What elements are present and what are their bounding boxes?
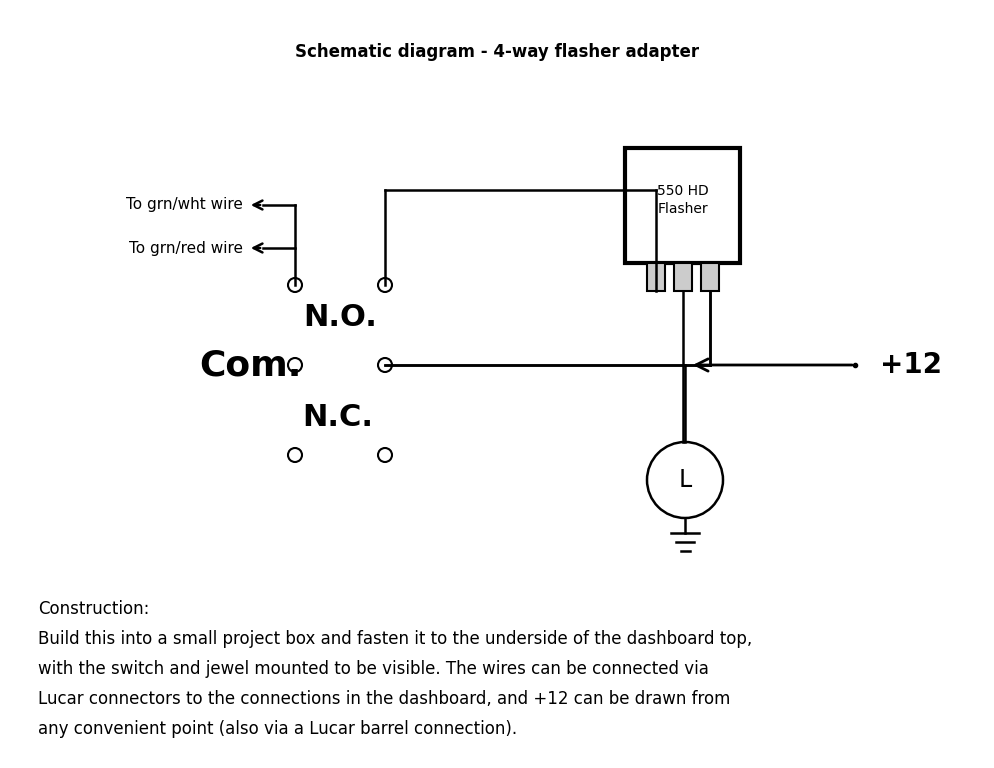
Bar — [674, 263, 692, 291]
Text: Com.: Com. — [199, 348, 301, 382]
Text: Lucar connectors to the connections in the dashboard, and +12 can be drawn from: Lucar connectors to the connections in t… — [38, 690, 731, 708]
Bar — [646, 263, 665, 291]
Text: Schematic diagram - 4-way flasher adapter: Schematic diagram - 4-way flasher adapte… — [295, 43, 699, 61]
Text: To grn/red wire: To grn/red wire — [129, 240, 243, 256]
Text: 550 HD
Flasher: 550 HD Flasher — [657, 184, 709, 216]
Text: any convenient point (also via a Lucar barrel connection).: any convenient point (also via a Lucar b… — [38, 720, 517, 738]
Text: N.O.: N.O. — [303, 303, 377, 333]
Text: To grn/wht wire: To grn/wht wire — [126, 197, 243, 213]
Text: Build this into a small project box and fasten it to the underside of the dashbo: Build this into a small project box and … — [38, 630, 752, 648]
Bar — [625, 148, 740, 263]
Bar — [701, 263, 719, 291]
Text: Construction:: Construction: — [38, 600, 149, 618]
Text: with the switch and jewel mounted to be visible. The wires can be connected via: with the switch and jewel mounted to be … — [38, 660, 709, 678]
Text: +12: +12 — [880, 351, 942, 379]
Text: L: L — [678, 468, 692, 492]
Text: N.C.: N.C. — [302, 403, 374, 432]
